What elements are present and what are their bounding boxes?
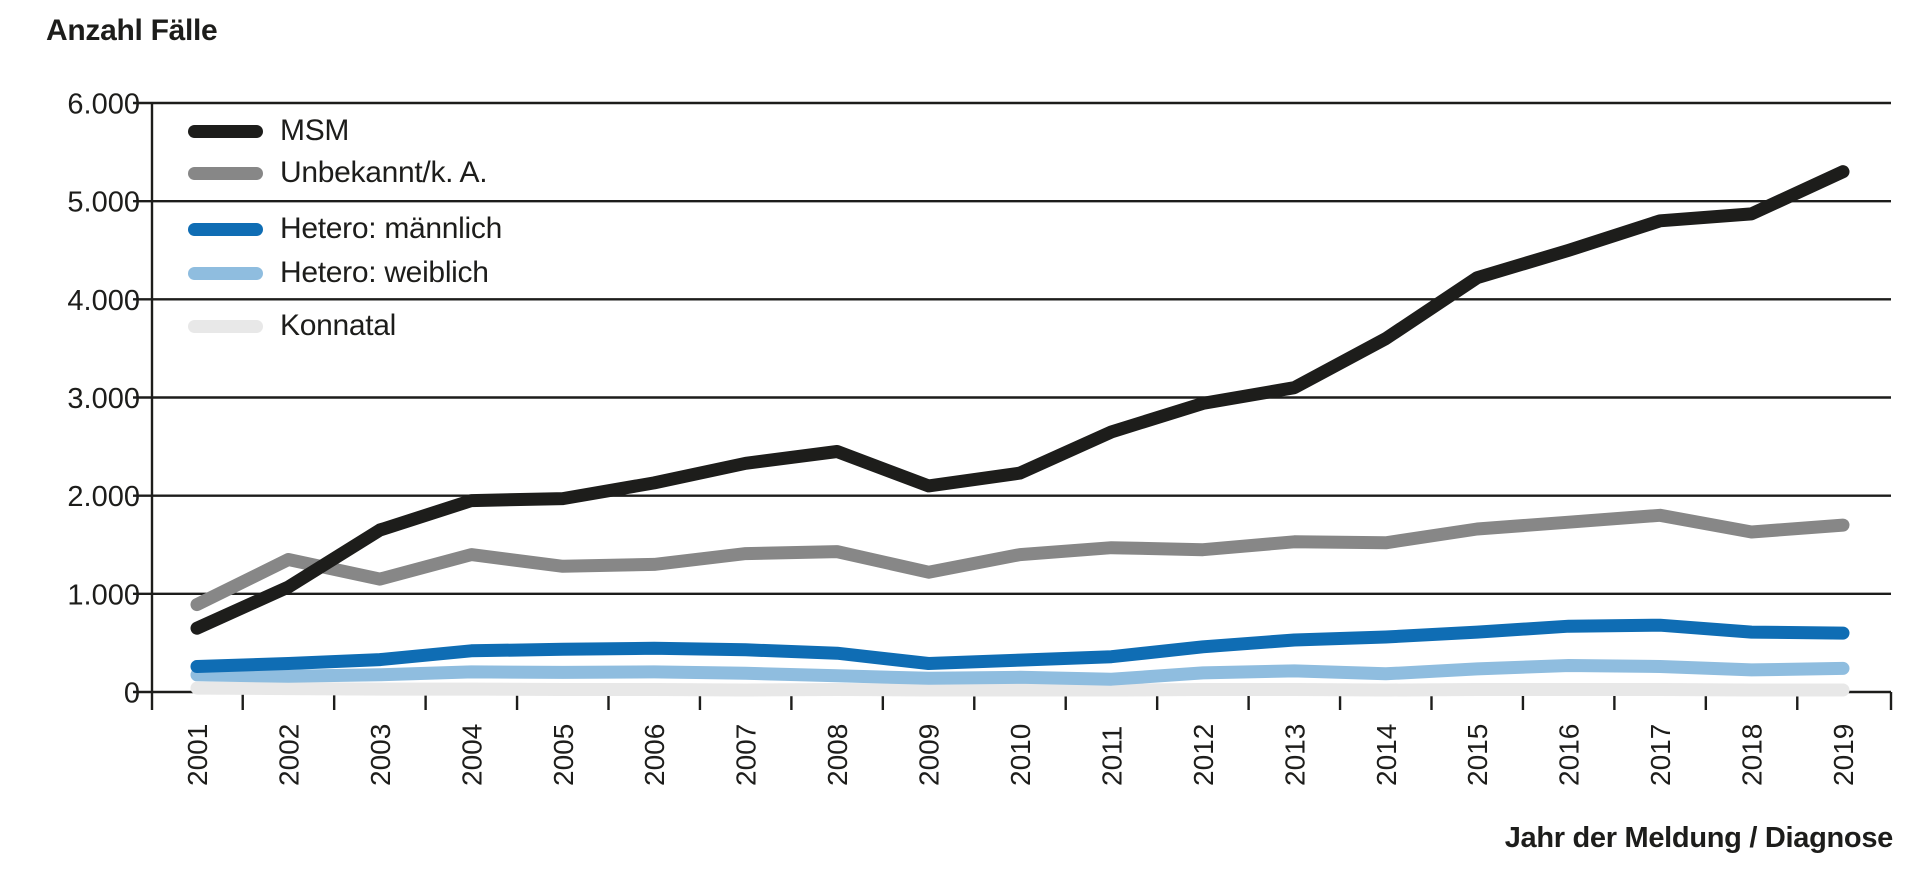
y-tick-label-6000: 6.000 — [67, 89, 140, 121]
x-tick-label-2002: 2002 — [273, 724, 304, 786]
series-line-konnatal — [190, 681, 1850, 697]
legend-item-unbekannt: Unbekannt/k. A. — [188, 155, 502, 191]
x-tick-label-2017: 2017 — [1645, 724, 1676, 786]
x-tick-label-2005: 2005 — [548, 724, 579, 786]
legend-swatch-hetero-maennlich — [188, 222, 263, 236]
x-tick-label-2010: 2010 — [1005, 724, 1036, 786]
x-tick-label-2012: 2012 — [1188, 724, 1219, 786]
y-tick-label-2000: 2.000 — [67, 481, 140, 513]
x-tick-label-2015: 2015 — [1462, 724, 1493, 786]
x-tick-label-2003: 2003 — [365, 724, 396, 786]
x-tick-label-2007: 2007 — [731, 724, 762, 786]
x-tick-label-2001: 2001 — [182, 724, 213, 786]
y-tick-label-1000: 1.000 — [67, 579, 140, 611]
x-axis-title: Jahr der Meldung / Diagnose — [1504, 822, 1894, 854]
legend-item-konnatal: Konnatal — [188, 308, 502, 344]
x-tick-label-2019: 2019 — [1828, 724, 1859, 786]
legend-swatch-hetero-weiblich — [188, 266, 263, 280]
series-line-hetero-maennlich — [190, 618, 1850, 673]
y-tick-label-4000: 4.000 — [67, 285, 140, 317]
legend-swatch-unbekannt — [188, 166, 263, 180]
x-tick-label-2009: 2009 — [914, 724, 945, 786]
y-tick-label-3000: 3.000 — [67, 383, 140, 415]
legend-item-msm: MSM — [188, 113, 502, 149]
x-tick-label-2018: 2018 — [1737, 724, 1768, 786]
legend-label-msm: MSM — [280, 114, 350, 147]
legend: MSM Unbekannt/k. A. Hetero: männlich Het… — [188, 113, 502, 344]
x-tick-label-2016: 2016 — [1554, 724, 1585, 786]
chart-title: Anzahl Fälle — [46, 14, 218, 47]
x-tick-label-2011: 2011 — [1096, 726, 1127, 786]
x-tick-label-2006: 2006 — [639, 724, 670, 786]
x-tick-label-2008: 2008 — [822, 724, 853, 786]
y-tick-label-5000: 5.000 — [67, 187, 140, 219]
legend-swatch-konnatal — [188, 319, 263, 333]
series-line-unbekannt — [190, 508, 1850, 612]
series-line-hetero-weiblich — [190, 659, 1850, 686]
x-tick-label-2014: 2014 — [1371, 724, 1402, 786]
legend-label-konnatal: Konnatal — [280, 309, 397, 342]
legend-item-hetero-weiblich: Hetero: weiblich — [188, 255, 502, 291]
legend-item-hetero-maennlich: Hetero: männlich — [188, 211, 502, 247]
legend-label-hetero-weiblich: Hetero: weiblich — [280, 256, 489, 289]
x-tick-label-2013: 2013 — [1279, 724, 1310, 786]
x-tick-label-2004: 2004 — [456, 724, 487, 786]
legend-swatch-msm — [188, 124, 263, 138]
series-line-msm — [190, 165, 1850, 635]
legend-label-unbekannt: Unbekannt/k. A. — [280, 156, 488, 189]
legend-label-hetero-maennlich: Hetero: männlich — [280, 212, 502, 245]
y-tick-label-0: 0 — [124, 678, 140, 710]
